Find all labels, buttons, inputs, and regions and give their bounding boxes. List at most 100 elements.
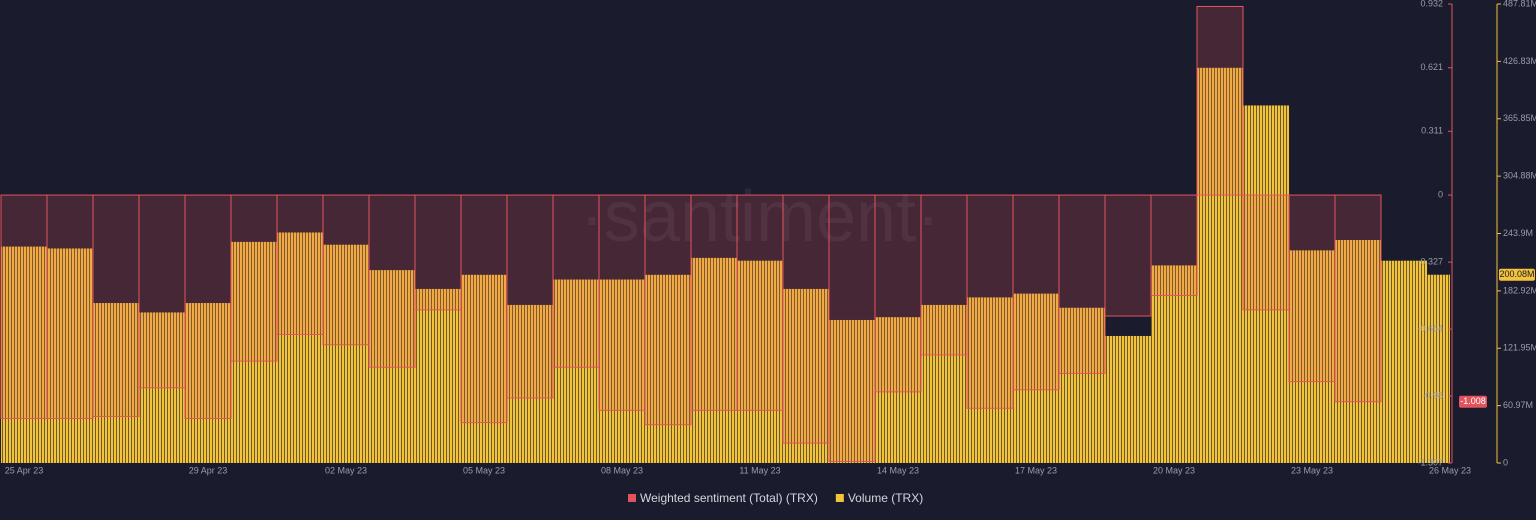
y2-tick-label: 121.95M xyxy=(1503,343,1536,353)
volume-bar xyxy=(415,288,461,463)
volume-bar xyxy=(1059,307,1105,463)
x-tick-label: 05 May 23 xyxy=(463,465,505,475)
x-tick-label: 23 May 23 xyxy=(1291,465,1333,475)
volume-bar xyxy=(921,304,967,463)
sentiment-step xyxy=(230,194,278,362)
sentiment-step xyxy=(92,194,140,417)
sentiment-step xyxy=(322,194,370,346)
y-tick-label: 0.932 xyxy=(1420,0,1443,8)
y2-tick-label: 243.9M xyxy=(1503,228,1533,238)
y2-tick-label: 182.92M xyxy=(1503,285,1536,295)
volume-bar xyxy=(461,274,507,463)
volume-bar xyxy=(369,270,415,463)
y2-tick-label: 487.81M xyxy=(1503,0,1536,8)
volume-bar xyxy=(783,288,829,463)
x-tick-label: 29 Apr 23 xyxy=(189,465,228,475)
sentiment-step xyxy=(598,194,646,411)
sentiment-step xyxy=(1058,194,1106,374)
volume-bar xyxy=(1,246,47,463)
volume-bar xyxy=(967,297,1013,463)
sentiment-step xyxy=(184,194,232,420)
sentiment-step xyxy=(966,194,1014,409)
y2-tick-label: 60.97M xyxy=(1503,400,1533,410)
volume-bar xyxy=(277,232,323,463)
value-tag-label: -1.008 xyxy=(1460,396,1486,406)
volume-bar xyxy=(691,257,737,463)
sentiment-step xyxy=(276,194,324,335)
volume-bar xyxy=(185,303,231,463)
legend-label: Volume (TRX) xyxy=(848,491,923,505)
sentiment-step xyxy=(782,194,830,444)
y-tick-label: -0.654 xyxy=(1417,324,1443,334)
y2-tick-label: 365.85M xyxy=(1503,113,1536,123)
y-tick-label: 0.621 xyxy=(1420,62,1443,72)
volume-bar xyxy=(47,248,93,463)
volume-bar xyxy=(1427,274,1450,463)
sentiment-step xyxy=(138,194,186,389)
volume-bar xyxy=(1013,293,1059,463)
legend-label: Weighted sentiment (Total) (TRX) xyxy=(640,491,818,505)
sentiment-step xyxy=(0,194,48,420)
sentiment-step xyxy=(828,194,876,463)
x-tick-label: 11 May 23 xyxy=(739,465,780,475)
y2-tick-label: 426.83M xyxy=(1503,56,1536,66)
volume-bar xyxy=(599,279,645,463)
sentiment-step xyxy=(1242,194,1290,311)
volume-bar xyxy=(1289,250,1335,463)
sentiment-step xyxy=(1288,194,1336,383)
watermark: ·santiment· xyxy=(580,177,940,257)
y-tick-label: -0.327 xyxy=(1417,256,1443,266)
volume-bar xyxy=(1197,67,1243,464)
sentiment-step xyxy=(368,194,416,368)
x-tick-label: 08 May 23 xyxy=(601,465,643,475)
x-tick-label: 14 May 23 xyxy=(877,465,919,475)
legend: Weighted sentiment (Total) (TRX) Volume (… xyxy=(628,491,923,505)
sentiment-step xyxy=(1104,194,1152,317)
legend-swatch xyxy=(628,494,636,502)
x-tick-label: 17 May 23 xyxy=(1015,465,1057,475)
volume-bar xyxy=(1243,105,1289,464)
sentiment-step xyxy=(1196,5,1244,196)
sentiment-step xyxy=(874,194,922,393)
sentiment-step xyxy=(414,194,462,311)
sentiment-step xyxy=(1012,194,1060,391)
sentiment-step xyxy=(506,194,554,399)
sentiment-step xyxy=(1150,194,1198,297)
volume-bar xyxy=(231,241,277,463)
x-tick-label: 02 May 23 xyxy=(325,465,367,475)
value-tag-label: 200.08M xyxy=(1499,269,1534,279)
volume-bar xyxy=(553,279,599,463)
volume-bar xyxy=(737,260,783,463)
volume-bar xyxy=(1151,265,1197,463)
volume-bar xyxy=(507,304,553,463)
plot-area xyxy=(0,5,1450,464)
y-tick-label: -0.98 xyxy=(1422,390,1443,400)
volume-bar xyxy=(1335,239,1381,463)
x-tick-label: 26 May 23 xyxy=(1429,465,1471,475)
x-tick-label: 20 May 23 xyxy=(1153,465,1195,475)
value-tag xyxy=(1499,268,1535,281)
y-tick-label: 0 xyxy=(1438,189,1443,199)
volume-bar xyxy=(323,244,369,463)
volume-bar xyxy=(829,319,875,463)
volume-bar xyxy=(1105,335,1151,463)
sentiment-step xyxy=(920,194,968,356)
sentiment-step xyxy=(736,194,784,411)
sentiment-step xyxy=(460,194,508,424)
legend-swatch xyxy=(835,494,844,502)
volume-bar xyxy=(1381,260,1427,463)
y-tick-label: 0.311 xyxy=(1421,126,1443,136)
sentiment-step xyxy=(644,194,692,426)
sentiment-step xyxy=(46,194,94,420)
y-tick-label: -1.307 xyxy=(1417,457,1443,467)
volume-bar xyxy=(93,303,139,463)
y2-tick-label: 304.88M xyxy=(1503,171,1536,181)
sentiment-step xyxy=(552,194,600,368)
value-tag xyxy=(1459,395,1487,408)
volume-bar xyxy=(875,317,921,463)
sentiment-step xyxy=(1334,194,1382,403)
y2-tick-label: 0 xyxy=(1503,457,1508,467)
volume-bar xyxy=(645,274,691,463)
x-tick-label: 25 Apr 23 xyxy=(5,465,44,475)
